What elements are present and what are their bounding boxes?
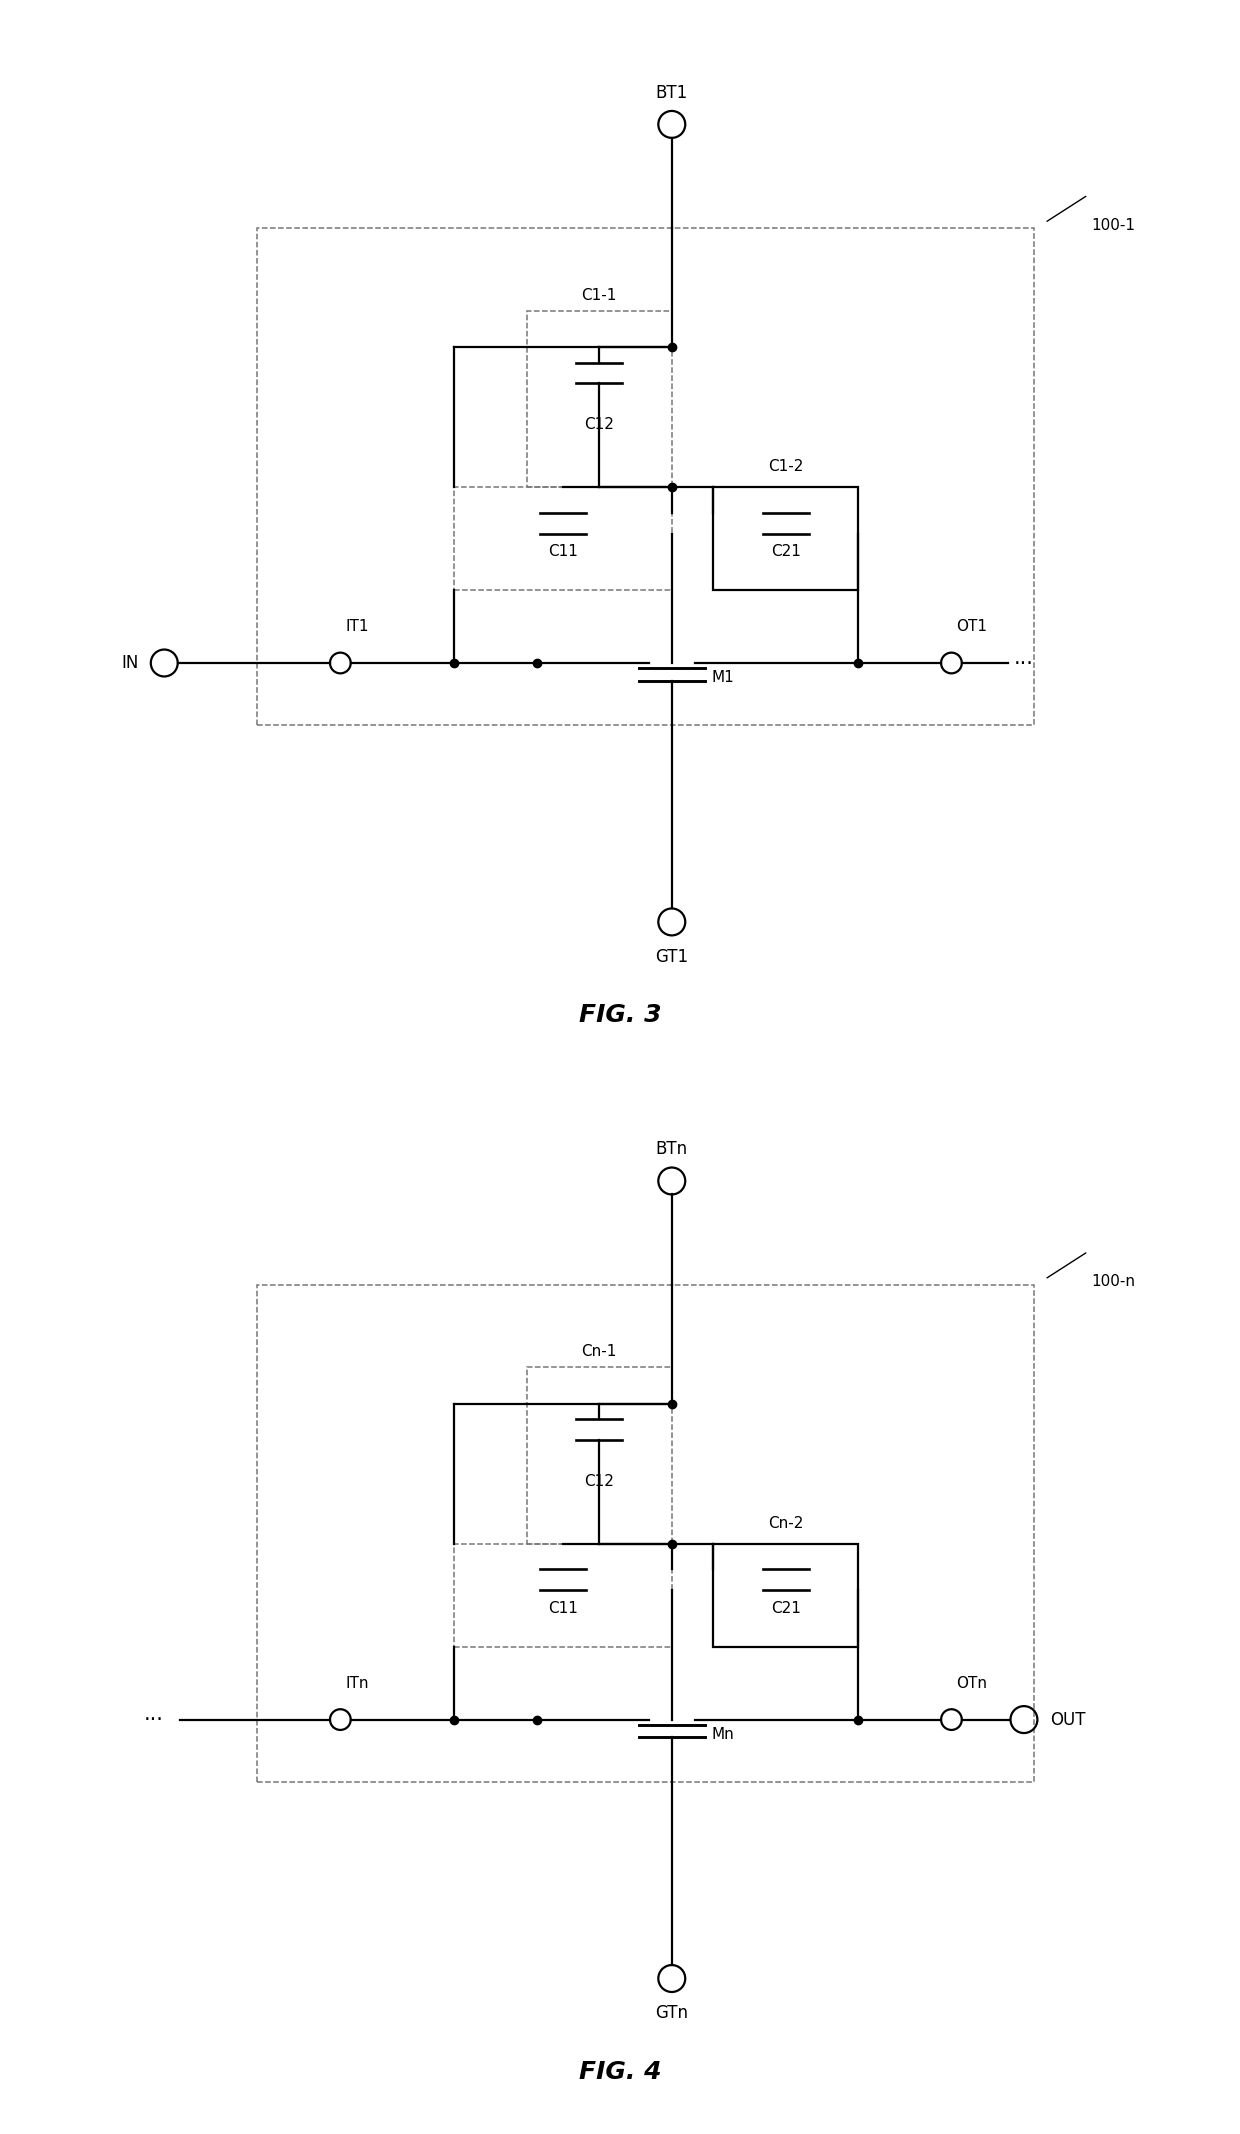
- Text: IT1: IT1: [346, 619, 370, 634]
- Text: C1-2: C1-2: [768, 459, 804, 474]
- Text: OTn: OTn: [956, 1675, 987, 1690]
- Text: M1: M1: [712, 670, 734, 685]
- Text: GTn: GTn: [655, 2004, 688, 2023]
- Text: C11: C11: [548, 1600, 578, 1615]
- Text: FIG. 4: FIG. 4: [579, 2059, 661, 2083]
- Bar: [258, 1285, 1034, 1782]
- Text: BTn: BTn: [656, 1140, 688, 1159]
- Text: FIG. 3: FIG. 3: [579, 1003, 661, 1026]
- Text: BT1: BT1: [656, 83, 688, 102]
- Bar: [527, 1368, 672, 1543]
- Text: 100-n: 100-n: [1091, 1274, 1136, 1289]
- Text: OUT: OUT: [1050, 1711, 1085, 1729]
- Text: Cn-2: Cn-2: [768, 1515, 804, 1530]
- Text: Cn-1: Cn-1: [582, 1344, 618, 1359]
- Text: C1-1: C1-1: [582, 288, 618, 303]
- Text: OT1: OT1: [956, 619, 987, 634]
- Text: ...: ...: [144, 1705, 164, 1724]
- Text: 100-1: 100-1: [1091, 218, 1136, 233]
- Text: C12: C12: [584, 418, 614, 433]
- Text: Mn: Mn: [712, 1726, 734, 1741]
- Text: C21: C21: [771, 1600, 801, 1615]
- Bar: [527, 312, 672, 487]
- Text: ...: ...: [1013, 649, 1033, 668]
- Bar: [258, 228, 1034, 726]
- Bar: [713, 487, 858, 591]
- Text: IN: IN: [122, 653, 139, 672]
- Bar: [713, 1543, 858, 1647]
- Text: C12: C12: [584, 1475, 614, 1490]
- Text: C21: C21: [771, 544, 801, 559]
- Text: C11: C11: [548, 544, 578, 559]
- Bar: [454, 487, 672, 591]
- Text: GT1: GT1: [655, 947, 688, 967]
- Bar: [454, 1543, 672, 1647]
- Text: ITn: ITn: [346, 1675, 370, 1690]
